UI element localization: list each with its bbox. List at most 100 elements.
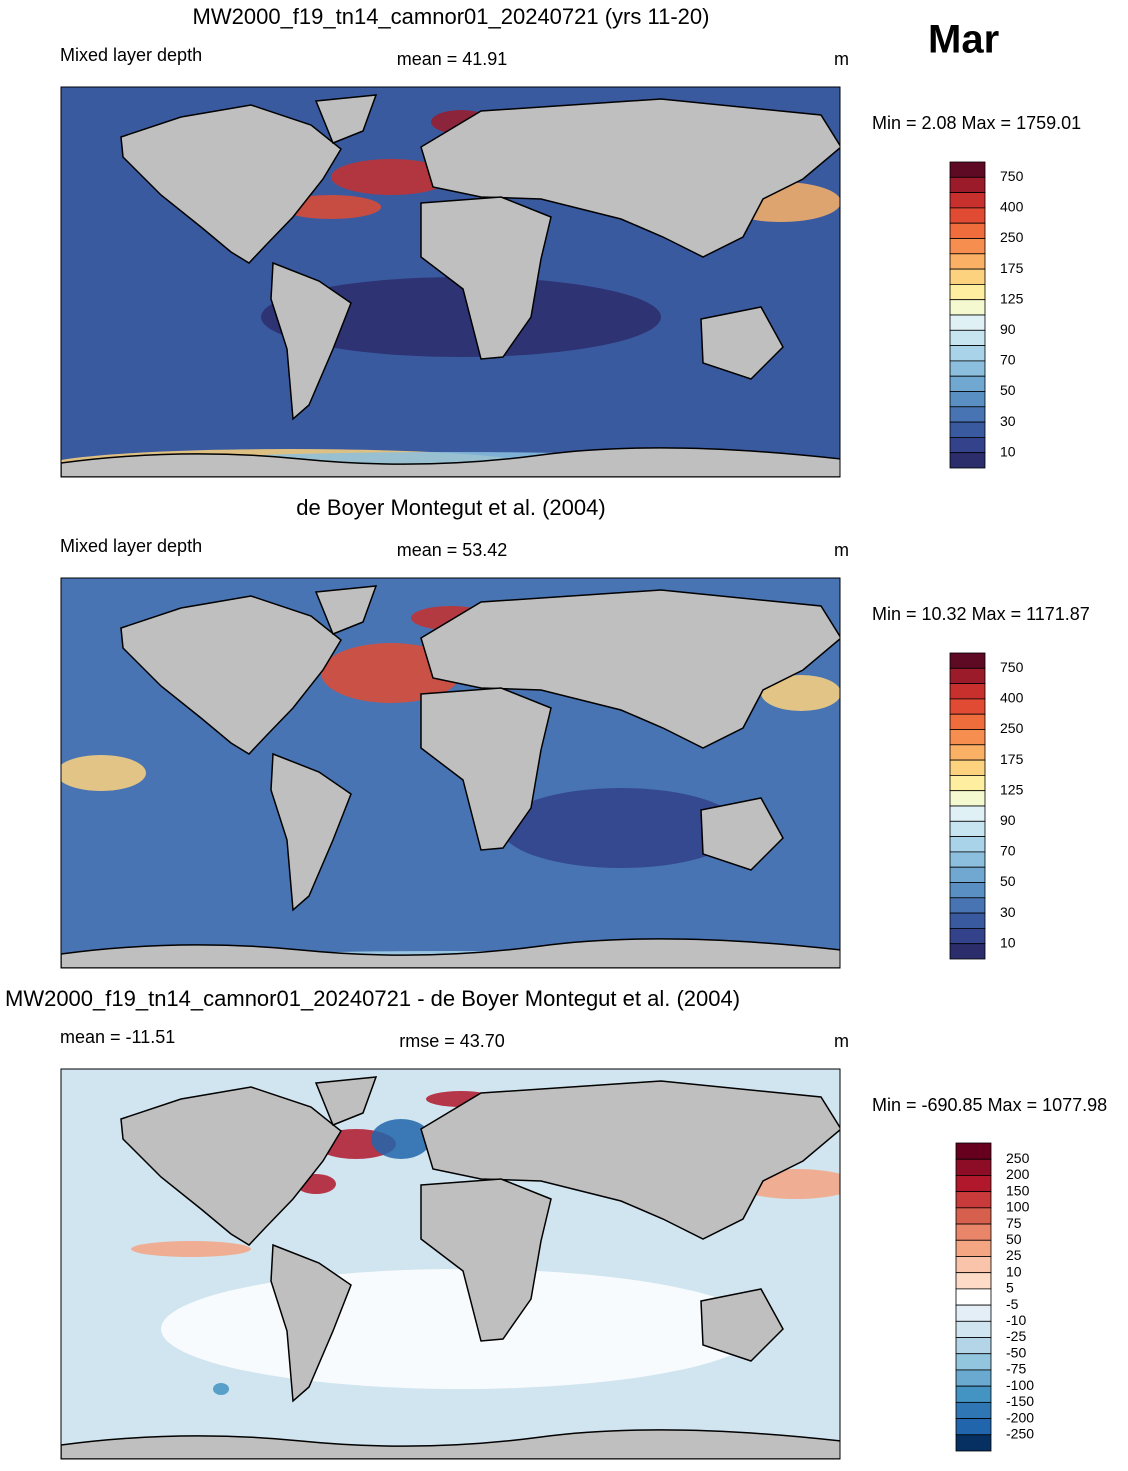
ocean-field: [331, 159, 451, 195]
ocean-field: [161, 1269, 761, 1389]
units-label: m: [834, 49, 849, 69]
colorbar-label: 10: [1006, 1263, 1022, 1279]
colorbar-box: [955, 1142, 992, 1160]
colorbar-box: [949, 775, 986, 792]
colorbar-label: 10: [1000, 443, 1016, 459]
center-label: mean = 41.91: [397, 49, 508, 69]
left-label: Mixed layer depth: [60, 536, 202, 556]
colorbar-box: [949, 360, 986, 377]
colorbar-label: -250: [1006, 1425, 1034, 1441]
colorbar-box: [955, 1385, 992, 1403]
colorbar-box: [949, 329, 986, 346]
colorbar-box: [949, 912, 986, 929]
colorbar-label: -5: [1006, 1296, 1019, 1312]
colorbar-box: [955, 1304, 992, 1322]
colorbar-label: 50: [1000, 873, 1016, 889]
colorbar-label: 125: [1000, 290, 1024, 306]
center-label: mean = 53.42: [397, 540, 508, 560]
ocean-field: [501, 788, 741, 868]
colorbar-label: 175: [1000, 260, 1024, 276]
ocean-field: [261, 277, 661, 357]
panel-title: MW2000_f19_tn14_camnor01_20240721 - de B…: [5, 986, 740, 1011]
min-max: Min = 2.08 Max = 1759.01: [872, 113, 1081, 133]
colorbar-label: 400: [1000, 199, 1024, 215]
colorbar-label: 50: [1000, 382, 1016, 398]
colorbar-box: [949, 268, 986, 285]
colorbar-box: [955, 1288, 992, 1306]
colorbar-box: [949, 345, 986, 362]
colorbar-box: [949, 375, 986, 392]
colorbar-label: 75: [1006, 1215, 1022, 1231]
panel-title: MW2000_f19_tn14_camnor01_20240721 (yrs 1…: [193, 4, 710, 29]
colorbar-box: [949, 836, 986, 853]
colorbar-box: [949, 161, 986, 178]
ocean-field: [213, 1383, 229, 1395]
colorbar-label: 70: [1000, 843, 1016, 859]
colorbar-box: [949, 436, 986, 454]
colorbar-label: 250: [1000, 229, 1024, 245]
colorbar-box: [949, 790, 986, 807]
panel: MW2000_f19_tn14_camnor01_20240721 - de B…: [5, 986, 1107, 1460]
panel-title: de Boyer Montegut et al. (2004): [296, 495, 605, 520]
colorbar-box: [949, 882, 986, 899]
colorbar-box: [949, 698, 986, 715]
colorbar-box: [949, 744, 986, 761]
colorbar-box: [955, 1337, 992, 1355]
month-label: Mar: [928, 18, 999, 62]
colorbar-box: [949, 667, 986, 684]
colorbar-label: 100: [1006, 1199, 1030, 1215]
colorbar-label: 25: [1006, 1247, 1022, 1263]
colorbar-label: -10: [1006, 1312, 1026, 1328]
colorbar-box: [949, 729, 986, 746]
colorbar-label: -200: [1006, 1409, 1034, 1425]
colorbar-box: [949, 759, 986, 776]
colorbar-box: [949, 406, 986, 423]
left-label: Mixed layer depth: [60, 45, 202, 65]
colorbar-box: [955, 1207, 992, 1225]
colorbar-label: 150: [1006, 1182, 1030, 1198]
colorbar-box: [949, 851, 986, 868]
colorbar-box: [955, 1353, 992, 1371]
colorbar-label: 90: [1000, 812, 1016, 828]
colorbar-label: 175: [1000, 751, 1024, 767]
colorbar-label: -25: [1006, 1328, 1026, 1344]
colorbar-box: [949, 176, 986, 194]
colorbar-label: 250: [1006, 1150, 1030, 1166]
colorbar-label: 30: [1000, 413, 1016, 429]
panel: de Boyer Montegut et al. (2004) Mixed lay…: [60, 495, 1090, 969]
colorbar-box: [949, 253, 986, 270]
colorbar-box: [955, 1223, 992, 1241]
colorbar-box: [949, 314, 986, 331]
center-label: rmse = 43.70: [399, 1031, 505, 1051]
colorbar-label: 10: [1000, 934, 1016, 950]
colorbar-box: [949, 683, 986, 700]
colorbar-box: [949, 713, 986, 730]
map: [61, 1069, 840, 1459]
map: [61, 578, 840, 968]
colorbar-box: [949, 652, 986, 669]
colorbar-label: 750: [1000, 168, 1024, 184]
colorbar-box: [949, 452, 986, 469]
min-max: Min = 10.32 Max = 1171.87: [872, 604, 1090, 624]
colorbar-label: 125: [1000, 781, 1024, 797]
colorbar-box: [955, 1401, 992, 1419]
colorbar-box: [949, 222, 986, 239]
colorbar-box: [955, 1256, 992, 1274]
colorbar-box: [949, 207, 986, 224]
map-frame: [60, 86, 841, 478]
colorbar-label: 250: [1000, 720, 1024, 736]
colorbar-box: [949, 943, 986, 960]
colorbar-label: 30: [1000, 904, 1016, 920]
colorbar-box: [949, 391, 986, 408]
ocean-field: [321, 643, 461, 703]
colorbar-box: [955, 1191, 992, 1209]
colorbar-box: [949, 238, 986, 255]
colorbar-box: [955, 1239, 992, 1257]
colorbar-box: [949, 299, 986, 316]
ocean-field: [131, 1241, 251, 1257]
colorbar-box: [949, 283, 986, 301]
map-frame: [60, 1068, 841, 1460]
colorbar-box: [955, 1418, 992, 1436]
colorbar-box: [949, 805, 986, 822]
colorbar-box: [949, 421, 986, 438]
